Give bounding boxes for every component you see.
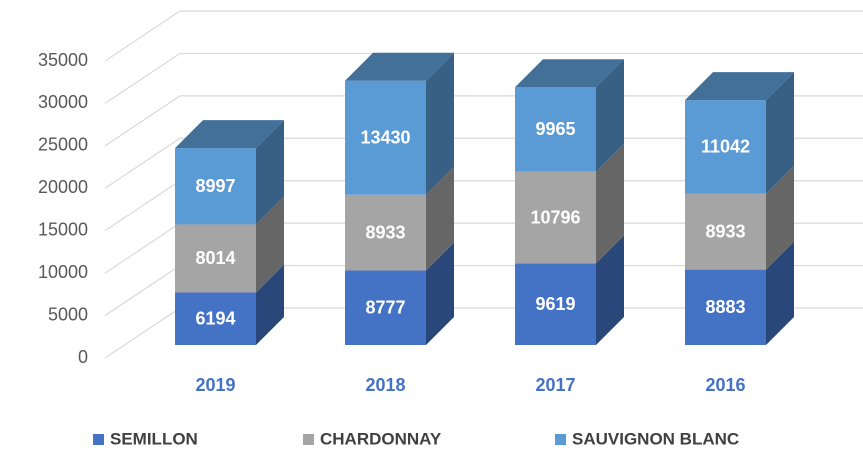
value-label: 9965 [535,119,575,139]
grid-line [104,52,863,104]
x-tick-label: 2018 [365,375,405,395]
bar-top [685,72,794,101]
bar-side [256,264,284,345]
value-label: 8883 [705,297,745,317]
value-label: 8014 [195,248,235,268]
value-label: 8997 [195,176,235,196]
bar-side [766,165,794,270]
legend-label: SAUVIGNON BLANC [572,429,739,448]
y-tick-label: 5000 [48,304,88,324]
bar-side [256,120,284,225]
bar [175,224,256,293]
y-tick-label: 10000 [38,262,88,282]
bar-top [175,120,284,149]
bar [515,87,596,172]
y-tick-label: 15000 [38,219,88,239]
bar [685,269,766,345]
value-label: 8933 [365,222,405,242]
bar [345,270,426,345]
bar [345,194,426,271]
bar-side [596,59,624,172]
grid-line [104,95,863,147]
bar-side [256,196,284,293]
bar-top [515,59,624,88]
bar-side [596,143,624,264]
x-tick-label: 2019 [195,375,235,395]
x-tick-label: 2016 [705,375,745,395]
bar [175,292,256,345]
bar-side [426,242,454,345]
bar [345,80,426,195]
y-tick-label: 35000 [38,50,88,70]
bar [685,193,766,270]
y-tick-label: 30000 [38,92,88,112]
y-tick-label: 25000 [38,135,88,155]
bar-side [426,52,454,195]
bar-side [596,235,624,345]
y-tick-label: 0 [78,347,88,367]
value-label: 6194 [195,308,235,328]
bar-side [766,241,794,345]
bar [515,263,596,345]
grid-line [104,137,863,189]
value-label: 8777 [365,298,405,318]
bar [515,171,596,264]
bar-top [345,52,454,81]
value-label: 9619 [535,294,575,314]
grid-line [104,10,863,62]
bar-side [766,72,794,194]
legend-swatch [303,434,314,445]
legend-swatch [93,434,104,445]
legend-label: SEMILLON [110,429,198,448]
x-tick-label: 2017 [535,375,575,395]
bar-side [426,166,454,271]
bar [175,148,256,225]
value-label: 10796 [530,207,580,227]
y-tick-label: 20000 [38,177,88,197]
value-label: 11042 [701,137,750,157]
legend-swatch [555,434,566,445]
legend-label: CHARDONNAY [320,429,442,448]
bar [685,100,766,194]
value-label: 13430 [360,127,410,147]
value-label: 8933 [705,221,745,241]
